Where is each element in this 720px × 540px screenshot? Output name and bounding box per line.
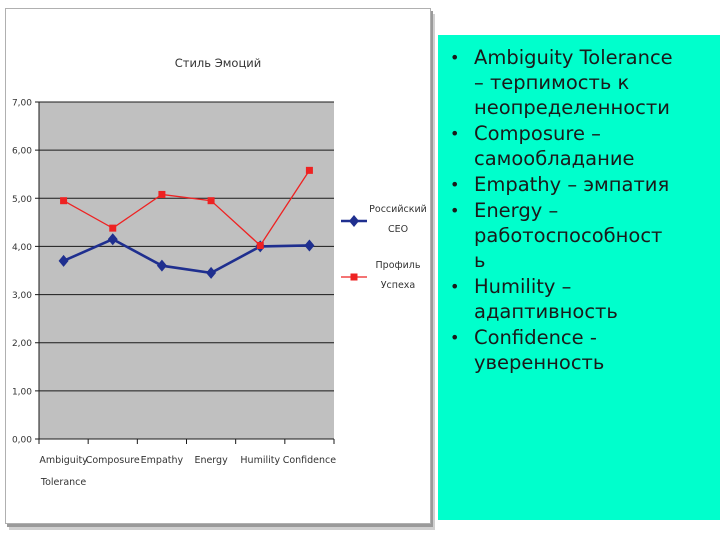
bullet-text: Confidence - уверенность (474, 326, 605, 374)
bullet-item: • Energy – работоспособност ь (450, 198, 716, 273)
bullet-dot: • (450, 201, 460, 220)
data-point (305, 166, 313, 174)
data-point (60, 197, 68, 205)
y-tick-label: 0,00 (12, 436, 32, 446)
data-point (207, 197, 215, 205)
data-point (158, 190, 166, 198)
bullet-text: Humility – адаптивность (474, 275, 618, 323)
series-line-1 (63, 170, 310, 247)
bullet-panel: • Ambiguity Tolerance – терпимость к неоп… (438, 35, 720, 520)
data-point (206, 266, 217, 279)
x-tick-label: Ambiguity Tolerance (39, 455, 88, 488)
data-point (109, 224, 117, 232)
x-tick-label: Humility (240, 455, 280, 466)
data-point (156, 259, 167, 272)
y-tick-label: 4,00 (12, 243, 32, 253)
bullet-item: • Confidence - уверенность (450, 325, 716, 375)
data-point (58, 254, 69, 267)
bullet-dot: • (450, 175, 460, 194)
data-point (256, 241, 264, 249)
bullet-dot: • (450, 48, 460, 67)
y-tick-label: 1,00 (12, 387, 32, 397)
bullet-item: • Humility – адаптивность (450, 274, 716, 324)
bullet-text: Ambiguity Tolerance – терпимость к неопр… (474, 46, 673, 119)
y-tick-label: 5,00 (12, 195, 32, 205)
data-point (107, 233, 118, 246)
series-line-0 (63, 237, 310, 275)
line-chart: 0,00 1,00 2,00 3,00 4,00 5,00 6,00 7,00 Ambiguit… (12, 56, 427, 488)
legend-marker (350, 273, 358, 281)
bullet-item: • Empathy – эмпатия (450, 172, 716, 197)
y-tick-label: 2,00 (12, 339, 32, 349)
legend-marker (349, 215, 359, 227)
x-tick-label: Energy (194, 455, 228, 466)
chart-frame: 0,00 1,00 2,00 3,00 4,00 5,00 6,00 7,00 Ambiguit… (5, 8, 431, 524)
legend-label: Российский CEO (369, 204, 427, 235)
bullet-dot: • (450, 328, 460, 347)
bullet-dot: • (450, 124, 460, 143)
y-tick-label: 3,00 (12, 291, 32, 301)
y-tick-label: 6,00 (12, 147, 32, 157)
bullet-item: • Ambiguity Tolerance – терпимость к неоп… (450, 45, 716, 120)
x-tick-label: Confidence (283, 455, 337, 466)
y-tick-label: 7,00 (12, 99, 32, 109)
bullet-text: Empathy – эмпатия (474, 173, 670, 196)
x-tick-label: Composure (86, 455, 140, 466)
x-tick-label: Empathy (141, 455, 184, 466)
bullet-text: Energy – работоспособност ь (474, 199, 663, 272)
bullet-item: • Composure – самообладание (450, 121, 716, 171)
bullet-dot: • (450, 277, 460, 296)
chart-title: Стиль Эмоций (175, 56, 262, 70)
bullet-list: • Ambiguity Tolerance – терпимость к неоп… (438, 35, 720, 375)
data-point (304, 239, 315, 252)
legend-label: Профиль Успеха (376, 260, 421, 291)
bullet-text: Composure – самообладание (474, 122, 635, 170)
